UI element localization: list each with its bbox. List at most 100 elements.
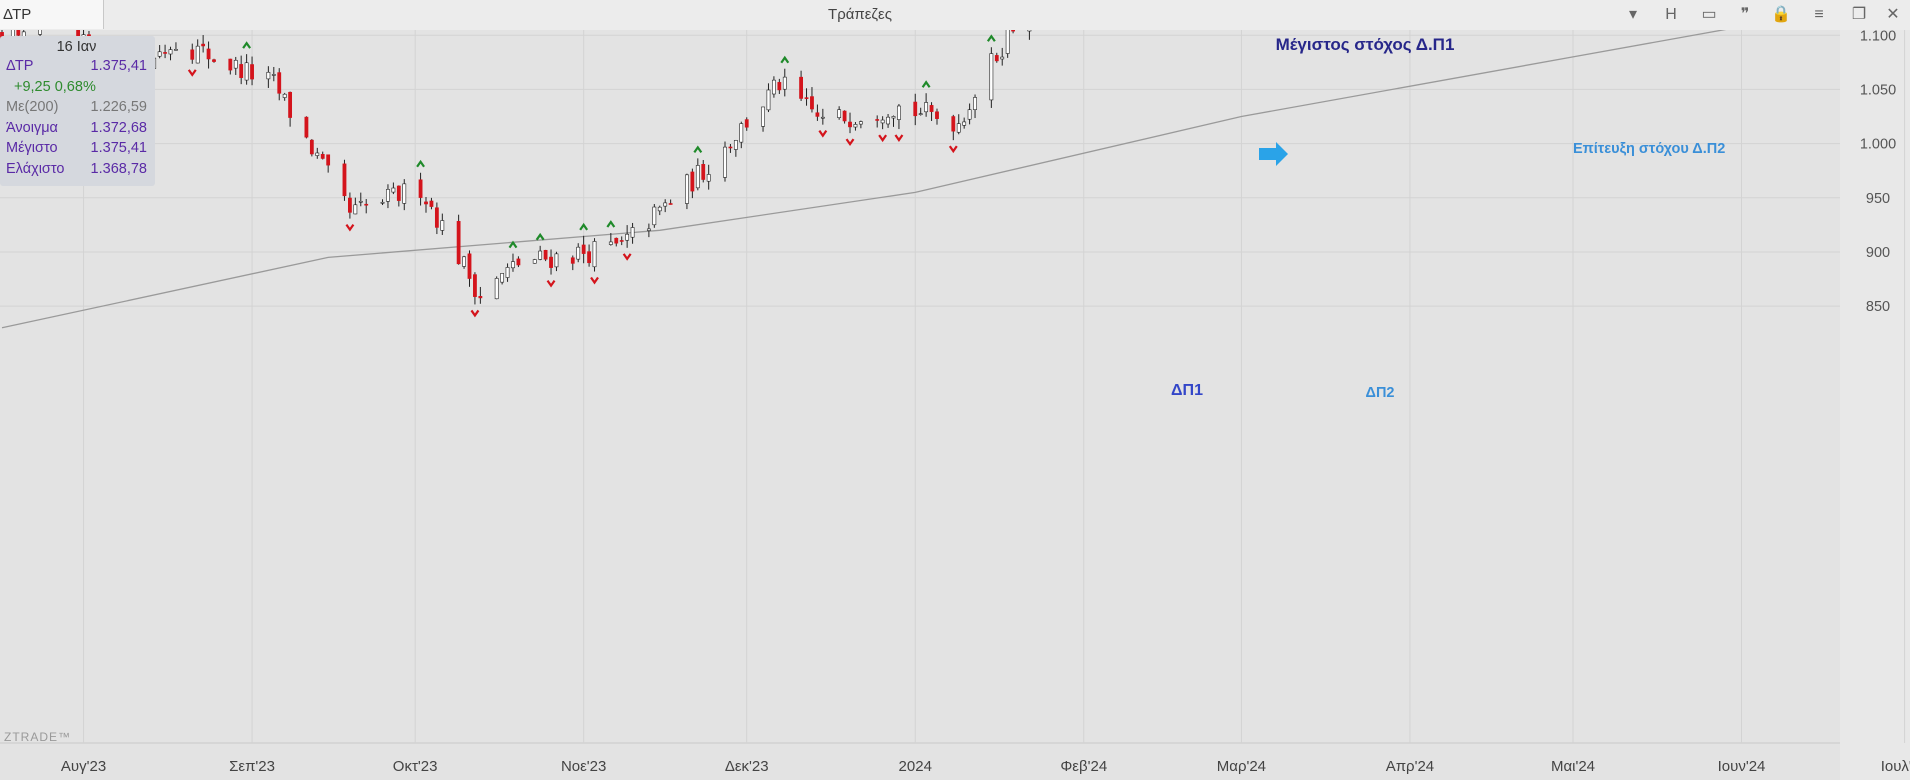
info-row: Ελάχιστο 1.368,78	[6, 161, 147, 181]
candle-body	[168, 49, 173, 55]
info-label: ΔΤΡ	[6, 58, 34, 74]
candle-body	[511, 261, 515, 269]
candle-body	[962, 121, 967, 126]
candle-body	[587, 251, 591, 264]
x-tick-label: Αυγ'23	[61, 758, 106, 775]
close-icon[interactable]: ✕	[1886, 6, 1900, 23]
fractal-down-marker	[622, 253, 632, 261]
candle-body	[891, 116, 896, 119]
candle-body	[880, 119, 885, 124]
candle-body	[282, 93, 287, 98]
y-tick-label: 1.050	[1860, 82, 1896, 98]
menu-icon[interactable]: ≡	[1814, 6, 1824, 23]
lock-icon[interactable]: 🔒	[1771, 6, 1791, 23]
candle-body	[250, 64, 254, 80]
dropdown-arrow-icon[interactable]: ▾	[1628, 6, 1638, 23]
candle-body	[744, 119, 749, 128]
symbol-input[interactable]: ΔΤΡ	[0, 0, 104, 29]
fractal-down-marker	[345, 223, 355, 232]
plot-area	[0, 30, 1840, 742]
y-tick-label: 950	[1866, 191, 1890, 207]
info-label: Μέγιστο	[6, 140, 58, 156]
fractal-down-marker	[894, 134, 904, 142]
candle-body	[576, 246, 581, 260]
candle-body	[652, 206, 657, 226]
candle-body	[608, 241, 613, 245]
candle-body	[804, 97, 809, 99]
candle-body	[396, 185, 401, 201]
fractal-up-marker	[579, 222, 589, 231]
candle-body	[532, 259, 537, 264]
candle-body	[353, 204, 358, 215]
fractal-down-marker	[845, 138, 855, 147]
candle-body	[630, 227, 635, 238]
x-tick-label: Σεπ'23	[229, 758, 275, 775]
ma200-line	[1, 30, 1727, 329]
candle-body	[685, 174, 689, 204]
x-tick-label: Ιουλ'24	[1881, 758, 1910, 775]
candle-body	[728, 146, 733, 149]
candle-body	[473, 274, 477, 297]
fractal-down-marker	[818, 130, 828, 138]
candle-body	[570, 257, 575, 264]
x-tick-label: Νοε'23	[561, 758, 606, 775]
candle-body	[668, 203, 673, 205]
candle-body	[799, 76, 803, 99]
candle-body	[858, 121, 863, 125]
h-button[interactable]: H	[1665, 6, 1677, 23]
y-tick-label: 1.000	[1860, 137, 1896, 153]
candle-body	[733, 140, 738, 150]
candle-body	[239, 64, 244, 78]
candle-body	[190, 49, 195, 60]
info-value: 1.226,59	[90, 99, 147, 115]
candle-body	[1000, 56, 1005, 60]
candle-body	[614, 237, 619, 244]
fractal-down-marker	[948, 145, 958, 154]
candle-body	[924, 102, 929, 113]
fractal-up-marker	[416, 159, 425, 168]
candle-body	[462, 256, 466, 267]
top-toolbar: ΔΤΡ Τράπεζες ▾ H ▭ ❞ 🔒 ≡ ❐ ✕	[0, 0, 1910, 31]
panel-icon[interactable]: ▭	[1701, 6, 1717, 23]
candle-body	[320, 154, 325, 159]
info-label: Άνοιγμα	[6, 119, 58, 136]
info-label: Ελάχιστο	[6, 160, 65, 177]
candle-body	[402, 183, 407, 204]
candle-body	[663, 202, 668, 207]
candle-body	[271, 74, 276, 76]
x-tick-label: Μαι'24	[1551, 758, 1595, 775]
candle-body	[467, 253, 472, 279]
candle-body	[266, 71, 271, 80]
info-label: Με(200)	[6, 99, 59, 115]
candle-body	[348, 197, 352, 213]
quote-icon[interactable]: ❞	[1740, 6, 1750, 23]
candle-body	[994, 55, 999, 62]
x-tick-label: Φεβ'24	[1060, 758, 1107, 775]
candle-body	[277, 72, 282, 94]
fractal-up-marker	[535, 232, 545, 241]
candle-body	[739, 123, 744, 143]
info-row: ΔΤΡ 1.375,41	[6, 58, 147, 78]
candle-body	[842, 110, 847, 122]
fractal-down-marker	[878, 134, 888, 143]
restore-icon[interactable]: ❐	[1851, 6, 1867, 23]
candle-body	[391, 187, 396, 193]
candle-body	[951, 116, 956, 132]
target-reached-annotation: Επίτευξη στόχου Δ.Π2	[1573, 141, 1725, 157]
candles	[0, 30, 1032, 305]
candle-body	[695, 165, 700, 189]
candle-body	[364, 203, 369, 206]
candle-body	[918, 113, 923, 115]
candle-body	[244, 62, 249, 81]
candle-body	[766, 89, 771, 111]
candle-body	[16, 30, 21, 36]
candle-body	[424, 201, 428, 205]
candle-body	[418, 179, 423, 198]
info-value: 1.375,41	[90, 58, 147, 74]
candle-body	[761, 106, 765, 127]
price-chart[interactable]: 8509009501.0001.0501.1001.1501.2001.2501…	[0, 30, 1910, 780]
candle-body	[163, 52, 167, 54]
candle-body	[848, 121, 852, 128]
candle-body	[456, 221, 461, 265]
candle-body	[619, 240, 624, 242]
